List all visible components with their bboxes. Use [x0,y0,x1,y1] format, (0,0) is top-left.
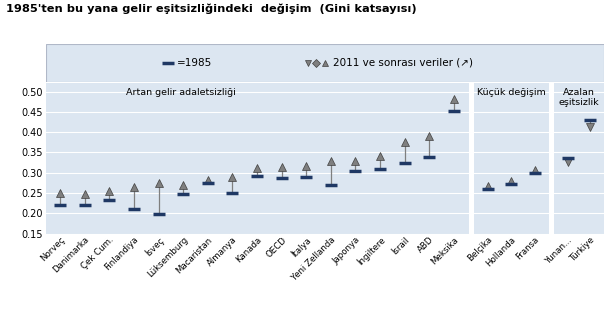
Text: Artan gelir adaletsizliği: Artan gelir adaletsizliği [126,88,236,97]
Text: =1985: =1985 [177,58,212,68]
Text: Küçük değişim: Küçük değişim [477,88,546,97]
Text: Azalan
eşitsizlik: Azalan eşitsizlik [559,88,599,107]
Text: 1985'ten bu yana gelir eşitsizliğindeki  değişim  (Gini katsayısı): 1985'ten bu yana gelir eşitsizliğindeki … [6,3,416,14]
Text: 2011 ve sonrası veriler (↗): 2011 ve sonrası veriler (↗) [333,58,473,68]
